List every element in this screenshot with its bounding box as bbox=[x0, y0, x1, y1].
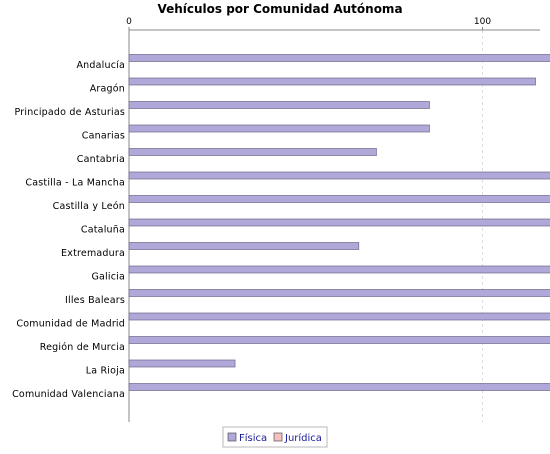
legend-swatch-fisica bbox=[228, 433, 236, 441]
bar-fisica bbox=[129, 149, 376, 156]
category-label: Región de Murcia bbox=[40, 342, 125, 353]
category-label: Principado de Asturias bbox=[14, 107, 125, 118]
bars bbox=[129, 55, 550, 391]
category-label: Cantabria bbox=[77, 154, 125, 165]
category-labels: Andalucía Aragón Principado de Asturias Can… bbox=[12, 60, 125, 400]
category-label: Extremadura bbox=[61, 248, 125, 259]
category-label: Castilla - La Mancha bbox=[25, 178, 125, 189]
bar-fisica bbox=[129, 125, 429, 132]
category-label: Aragón bbox=[90, 84, 125, 95]
bar-fisica bbox=[129, 360, 235, 367]
category-label: Canarias bbox=[82, 131, 125, 142]
x-tick-labels: 01002003004005006007008009001.0001.100 bbox=[126, 17, 550, 27]
bar-fisica bbox=[129, 55, 550, 62]
bar-fisica bbox=[129, 78, 536, 85]
bar-fisica bbox=[129, 290, 550, 297]
legend-label-fisica: Física bbox=[239, 432, 267, 444]
category-label: Galicia bbox=[91, 272, 125, 283]
category-label: La Rioja bbox=[86, 366, 125, 377]
bar-fisica bbox=[129, 102, 429, 109]
category-label: Cataluña bbox=[81, 225, 125, 236]
x-tick-label: 0 bbox=[126, 17, 132, 27]
bar-fisica bbox=[129, 384, 550, 391]
bar-fisica bbox=[129, 243, 359, 250]
category-label: Comunidad de Madrid bbox=[16, 319, 125, 330]
category-label: Illes Balears bbox=[65, 295, 125, 306]
x-tick-label: 100 bbox=[474, 17, 491, 27]
bar-fisica bbox=[129, 219, 550, 226]
category-label: Andalucía bbox=[76, 60, 125, 71]
legend-label-juridica: Jurídica bbox=[284, 432, 322, 444]
chart-title: Vehículos por Comunidad Autónoma bbox=[157, 2, 402, 16]
bar-fisica bbox=[129, 266, 550, 273]
bar-fisica bbox=[129, 196, 550, 203]
category-label: Castilla y León bbox=[53, 201, 125, 212]
bar-fisica bbox=[129, 313, 550, 320]
category-label: Comunidad Valenciana bbox=[12, 389, 125, 400]
bar-fisica bbox=[129, 337, 550, 344]
bar-fisica bbox=[129, 172, 550, 179]
legend: Física Jurídica bbox=[223, 427, 327, 447]
legend-swatch-juridica bbox=[274, 433, 282, 441]
